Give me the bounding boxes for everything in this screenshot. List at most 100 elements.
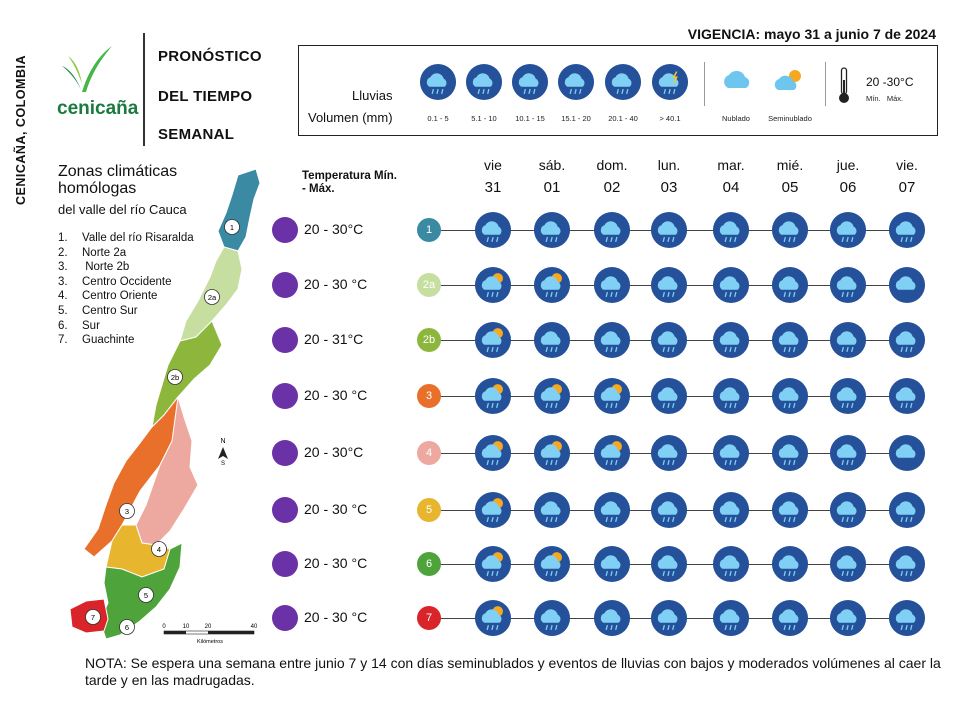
rain-cloud-icon	[771, 545, 809, 588]
zone-badge: 7	[417, 606, 441, 630]
temperature-value: 20 - 30°C	[304, 444, 364, 460]
zone-badge: 3	[417, 384, 441, 408]
legend-rain-icon-1	[419, 63, 457, 106]
rain-cloud-icon	[888, 211, 926, 254]
map-zone-label: 7	[91, 613, 95, 622]
rain-cloud-icon	[650, 599, 688, 642]
rain-cloud-icon	[650, 377, 688, 420]
rain-cloud-icon	[771, 266, 809, 309]
legend-range-label-5: 20.1 - 40	[608, 114, 638, 123]
rain-cloud-icon	[650, 434, 688, 477]
temperature-value: 20 - 30°C	[304, 221, 364, 237]
rain-cloud-icon	[593, 266, 631, 309]
zone-badge: 2b	[417, 328, 441, 352]
day-number: 04	[722, 179, 740, 196]
partly-cloudy-rain-icon	[533, 545, 571, 588]
rain-cloud-icon	[888, 491, 926, 534]
rain-cloud-icon	[888, 377, 926, 420]
zone-list-number: 1.	[58, 232, 68, 244]
cloudy-legend-icon	[724, 70, 750, 88]
legend-range-label-1: 0.1 - 5	[427, 114, 449, 123]
rain-cloud-icon	[888, 545, 926, 588]
legend-lluvias-label: Lluvias	[352, 88, 393, 103]
temperature-dot	[272, 605, 298, 631]
title-line-1: PRONÓSTICO	[158, 48, 262, 65]
zonas-subtitle: del valle del río Cauca	[58, 202, 187, 217]
partly-cloudy-rain-icon	[474, 377, 512, 420]
rain-cloud-icon	[650, 211, 688, 254]
temperature-value: 20 - 30 °C	[304, 501, 368, 517]
zone-list-number: 2.	[58, 246, 68, 259]
rain-cloud-icon	[712, 434, 750, 477]
temperature-dot	[272, 217, 298, 243]
legend-range-label-2: 5.1 - 10	[471, 114, 497, 123]
temperature-value: 20 - 30 °C	[304, 387, 368, 403]
zone-list-name: Norte 2a	[82, 246, 127, 259]
zone-list-name: Valle del río Risaralda	[82, 232, 194, 244]
cenicana-logo-icon	[62, 46, 112, 92]
zone-list-name: Guachinte	[82, 334, 135, 347]
legend-nublado-label: Nublado	[722, 114, 750, 123]
rain-cloud-icon	[593, 599, 631, 642]
zone-list-item: 3. Centro Occidente	[58, 275, 194, 290]
legend-rain-icon-6	[651, 63, 689, 106]
partly-cloudy-rain-icon	[474, 321, 512, 364]
day-name: vie.	[896, 157, 918, 173]
rain-cloud-icon	[829, 266, 867, 309]
cloudy-icon	[888, 266, 926, 309]
zone-badge: 4	[417, 441, 441, 465]
partly-cloudy-rain-icon	[593, 434, 631, 477]
legend-rain-icon-4	[557, 63, 595, 106]
map-zone-marker	[119, 619, 135, 635]
day-name: lun.	[657, 157, 681, 173]
map-scale-tick-10: 10	[183, 624, 190, 630]
day-number: 06	[839, 179, 857, 196]
rain-cloud-icon	[650, 545, 688, 588]
rain-cloud-icon	[829, 211, 867, 254]
cauca-valley-map: 1 2a 2b 3 4 5 6 7 N S 0 10 20 40 Kilómetros	[69, 168, 261, 645]
partly-cloudy-rain-icon	[474, 491, 512, 534]
zone-list-item: 7. Guachinte	[58, 333, 194, 348]
map-zone-marker	[119, 503, 135, 519]
rain-cloud-icon	[829, 491, 867, 534]
zone-list-item: 4. Centro Oriente	[58, 289, 194, 304]
day-name: dom.	[596, 157, 628, 173]
rain-cloud-icon	[829, 434, 867, 477]
rain-cloud-icon	[888, 599, 926, 642]
temperature-dot	[272, 327, 298, 353]
rain-cloud-icon	[533, 491, 571, 534]
cloudy-icon	[888, 434, 926, 477]
thermometer-icon	[839, 67, 849, 103]
rain-cloud-icon	[888, 321, 926, 364]
map-zone-marker	[85, 609, 101, 625]
rain-cloud-icon	[533, 211, 571, 254]
logo-text: cenicaña	[57, 98, 139, 119]
day-name: mié.	[776, 157, 804, 173]
temperature-value: 20 - 30 °C	[304, 609, 368, 625]
zonas-title: Zonas climáticas homólogas	[58, 163, 178, 197]
map-scale-tick-40: 40	[251, 624, 258, 630]
legend-range-label-3: 10.1 - 15	[515, 114, 545, 123]
zone-list-item: 6. Sur	[58, 319, 194, 334]
zone-list-number: 3.	[58, 261, 68, 274]
map-zone-marker	[224, 219, 240, 235]
map-zone-marker	[138, 587, 154, 603]
map-zone-marker	[167, 369, 183, 385]
rain-cloud-icon	[771, 434, 809, 477]
rain-cloud-icon	[712, 599, 750, 642]
legend-range-label-4: 15.1 - 20	[561, 114, 591, 123]
zone-list-name: Norte 2b	[82, 261, 130, 274]
temperature-dot	[272, 497, 298, 523]
temperature-value: 20 - 30 °C	[304, 276, 368, 292]
zone-list: 1. Valle del río Risaralda 2. Norte 2a 3. No…	[58, 231, 194, 348]
zone-badge: 1	[417, 218, 441, 242]
rain-cloud-icon	[650, 491, 688, 534]
rain-cloud-icon	[593, 545, 631, 588]
legend-seminublado-label: Seminublado	[768, 114, 812, 123]
temperature-value: 20 - 31°C	[304, 331, 364, 347]
partly-cloudy-rain-icon	[593, 377, 631, 420]
day-number: 02	[603, 179, 621, 196]
map-zone-label: 3	[125, 507, 129, 516]
rain-cloud-icon	[533, 321, 571, 364]
map-zone-label: 4	[157, 545, 161, 554]
